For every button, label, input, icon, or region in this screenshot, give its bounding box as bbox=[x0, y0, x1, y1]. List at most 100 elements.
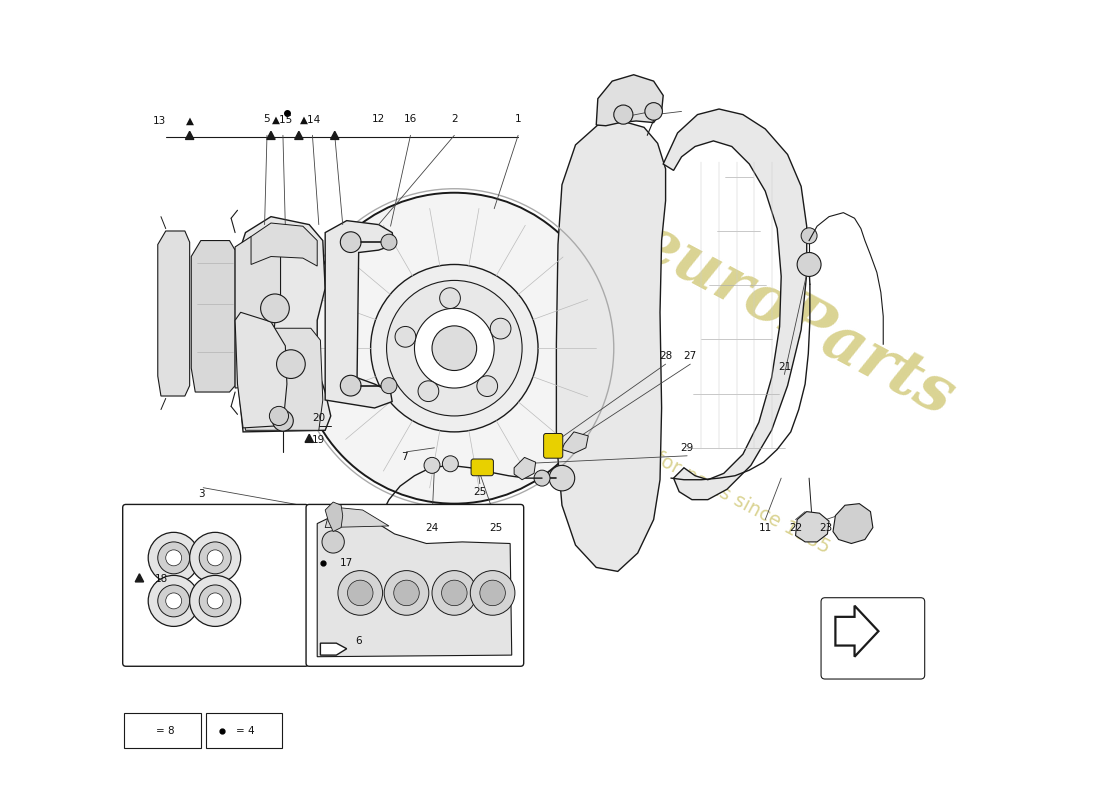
Circle shape bbox=[418, 381, 439, 402]
Polygon shape bbox=[235, 312, 287, 428]
Polygon shape bbox=[251, 223, 317, 266]
Circle shape bbox=[535, 470, 550, 486]
Circle shape bbox=[261, 294, 289, 322]
Circle shape bbox=[432, 570, 476, 615]
Circle shape bbox=[157, 542, 189, 574]
Circle shape bbox=[384, 570, 429, 615]
Text: a passion for parts since 1985: a passion for parts since 1985 bbox=[564, 402, 834, 558]
Circle shape bbox=[148, 532, 199, 583]
Polygon shape bbox=[596, 74, 663, 126]
Circle shape bbox=[340, 232, 361, 253]
FancyBboxPatch shape bbox=[206, 714, 282, 748]
Text: 2: 2 bbox=[451, 114, 458, 124]
Circle shape bbox=[432, 326, 476, 370]
Polygon shape bbox=[305, 434, 314, 442]
Text: 13: 13 bbox=[153, 116, 166, 126]
Circle shape bbox=[157, 585, 189, 617]
FancyBboxPatch shape bbox=[543, 434, 563, 458]
Circle shape bbox=[348, 580, 373, 606]
Polygon shape bbox=[326, 221, 395, 408]
Circle shape bbox=[299, 193, 609, 504]
Circle shape bbox=[199, 542, 231, 574]
Text: euroParts: euroParts bbox=[627, 211, 965, 430]
Circle shape bbox=[270, 406, 288, 426]
Text: 23: 23 bbox=[820, 522, 833, 533]
Text: 7: 7 bbox=[402, 452, 408, 462]
Circle shape bbox=[381, 234, 397, 250]
Circle shape bbox=[798, 253, 821, 277]
Polygon shape bbox=[835, 606, 879, 657]
Text: 24: 24 bbox=[426, 522, 439, 533]
Polygon shape bbox=[186, 131, 194, 139]
Circle shape bbox=[273, 410, 294, 431]
Circle shape bbox=[371, 265, 538, 432]
Circle shape bbox=[276, 350, 306, 378]
Text: ▲15: ▲15 bbox=[273, 114, 294, 124]
Circle shape bbox=[424, 458, 440, 474]
Circle shape bbox=[645, 102, 662, 120]
Text: 19: 19 bbox=[312, 435, 326, 445]
FancyBboxPatch shape bbox=[471, 459, 494, 476]
Circle shape bbox=[207, 593, 223, 609]
Circle shape bbox=[477, 376, 497, 397]
Polygon shape bbox=[295, 131, 304, 139]
Circle shape bbox=[442, 456, 459, 472]
Circle shape bbox=[381, 378, 397, 394]
Polygon shape bbox=[514, 458, 536, 480]
Circle shape bbox=[394, 580, 419, 606]
Text: = 8: = 8 bbox=[156, 726, 175, 736]
Text: 21: 21 bbox=[778, 362, 791, 371]
Circle shape bbox=[207, 550, 223, 566]
Text: 18: 18 bbox=[154, 574, 167, 584]
Polygon shape bbox=[557, 121, 666, 571]
Text: 11: 11 bbox=[759, 522, 772, 533]
Text: 27: 27 bbox=[684, 351, 697, 361]
Polygon shape bbox=[235, 217, 331, 432]
Circle shape bbox=[471, 570, 515, 615]
Text: 3: 3 bbox=[198, 489, 205, 499]
Polygon shape bbox=[267, 131, 275, 139]
Circle shape bbox=[189, 532, 241, 583]
Polygon shape bbox=[235, 237, 280, 388]
Circle shape bbox=[189, 575, 241, 626]
Circle shape bbox=[386, 281, 522, 416]
Circle shape bbox=[166, 550, 182, 566]
Polygon shape bbox=[320, 643, 346, 655]
FancyBboxPatch shape bbox=[306, 505, 524, 666]
Text: 25: 25 bbox=[490, 522, 503, 533]
Text: 29: 29 bbox=[681, 443, 694, 453]
Text: 5: 5 bbox=[264, 114, 271, 124]
Circle shape bbox=[480, 580, 505, 606]
Polygon shape bbox=[833, 504, 873, 543]
FancyBboxPatch shape bbox=[124, 714, 201, 748]
Text: 17: 17 bbox=[340, 558, 353, 569]
Polygon shape bbox=[326, 502, 343, 531]
Polygon shape bbox=[663, 109, 806, 500]
Text: 6: 6 bbox=[355, 636, 362, 646]
Text: ▲14: ▲14 bbox=[300, 114, 321, 124]
Polygon shape bbox=[191, 241, 235, 392]
Polygon shape bbox=[241, 328, 322, 430]
Circle shape bbox=[801, 228, 817, 244]
Text: 20: 20 bbox=[312, 413, 326, 422]
Polygon shape bbox=[136, 726, 144, 733]
Circle shape bbox=[395, 326, 416, 347]
Text: = 4: = 4 bbox=[236, 726, 255, 736]
Text: 12: 12 bbox=[372, 114, 385, 124]
Circle shape bbox=[322, 530, 344, 553]
Circle shape bbox=[199, 585, 231, 617]
Text: ▲: ▲ bbox=[186, 116, 194, 126]
Circle shape bbox=[441, 580, 468, 606]
FancyBboxPatch shape bbox=[821, 598, 925, 679]
Polygon shape bbox=[157, 231, 189, 396]
Polygon shape bbox=[317, 514, 512, 657]
Polygon shape bbox=[326, 508, 389, 527]
Text: 22: 22 bbox=[789, 522, 802, 533]
Text: 16: 16 bbox=[404, 114, 417, 124]
Circle shape bbox=[415, 308, 494, 388]
Circle shape bbox=[491, 318, 512, 339]
Polygon shape bbox=[135, 574, 144, 582]
Circle shape bbox=[148, 575, 199, 626]
Circle shape bbox=[614, 105, 632, 124]
FancyBboxPatch shape bbox=[123, 505, 308, 666]
